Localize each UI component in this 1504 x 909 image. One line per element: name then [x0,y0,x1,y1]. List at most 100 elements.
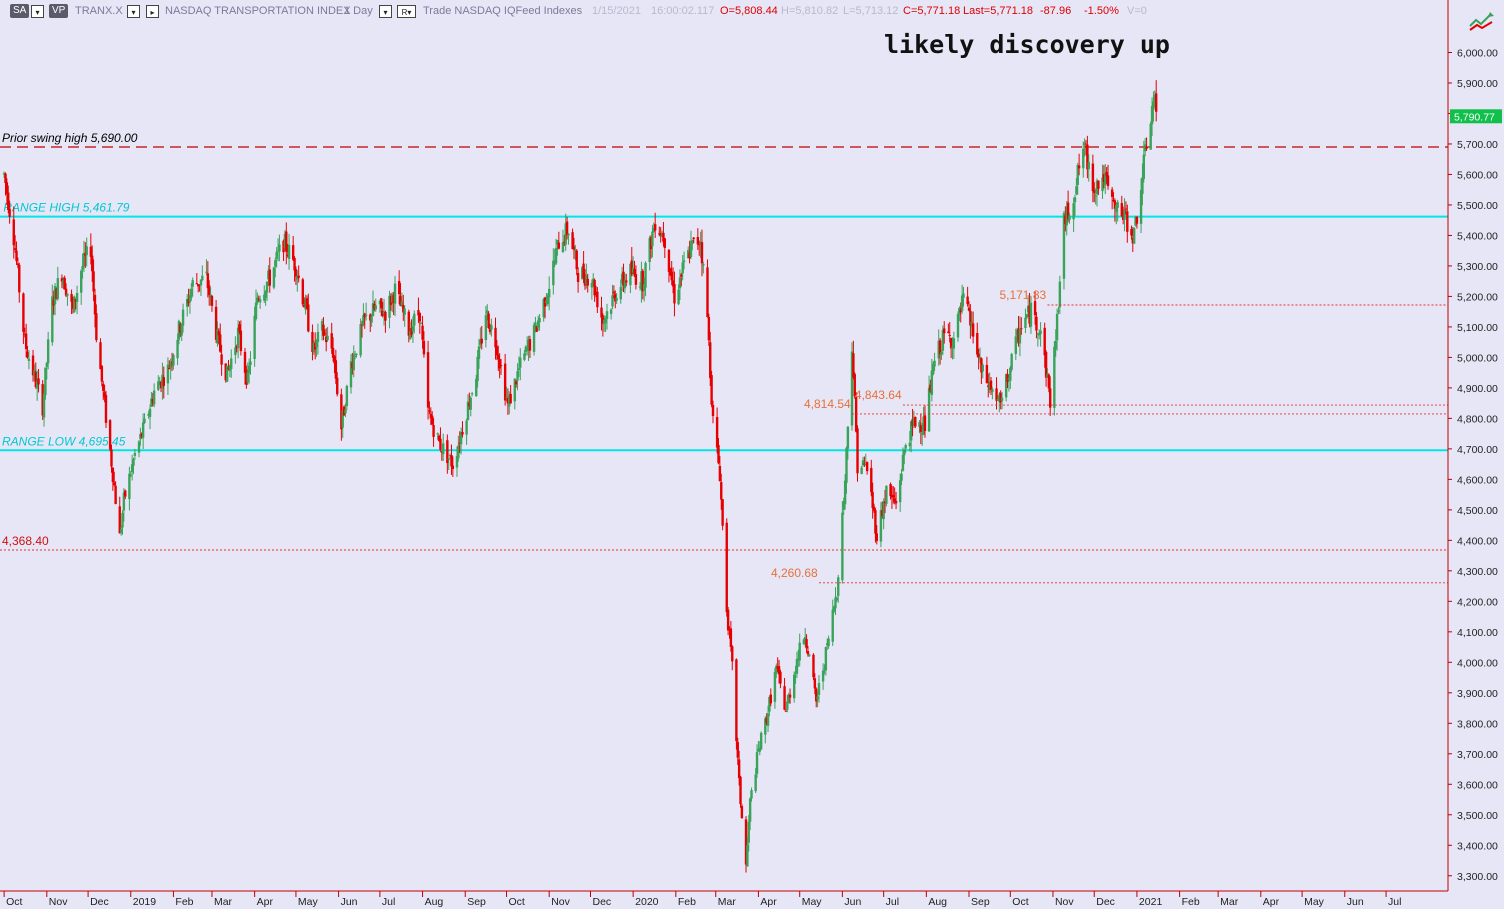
candle-body [853,373,856,397]
candle-body [629,263,632,286]
candle-body [834,597,837,609]
candle-body [1046,373,1049,378]
candle-body [1130,229,1133,236]
candle-body [476,356,479,382]
candle-body [488,325,492,332]
chart-tools-icon[interactable] [1468,12,1496,34]
candle-body [291,245,295,260]
candle-body [397,280,401,295]
candle-body [852,353,855,378]
x-tick-label: 2019 [133,896,157,908]
candle-body [919,425,923,433]
candle-body [516,371,519,381]
candle-body [137,441,141,453]
x-tick-label: 2021 [1139,896,1163,908]
candle-body [499,365,503,367]
candle-body [642,284,646,291]
candle-body [254,302,258,320]
candle-body [835,597,839,601]
sa-dropdown-icon[interactable]: ▾ [31,5,44,18]
change-pct-label: -1.50% [1084,5,1119,17]
candle-body [268,269,271,286]
candle-body [294,269,298,277]
x-tick-label: Feb [175,896,193,908]
x-tick-label: Nov [551,896,570,908]
candle-body [198,284,201,286]
candle-body [384,311,387,321]
candle-body [27,358,31,361]
candle-body [1076,164,1079,185]
candle-body [181,309,185,326]
candle-body [612,291,616,294]
symbol-menu-icon[interactable]: ▸ [146,5,159,18]
candle-body [239,330,243,352]
x-tick-label: Sep [971,896,990,908]
vp-button[interactable]: VP [49,4,69,18]
candle-body [649,237,653,250]
x-tick-label: Feb [1182,896,1200,908]
sa-button[interactable]: SA [10,4,30,18]
candle-body [1075,186,1078,195]
x-tick-label: Mar [1220,896,1239,908]
candle-body [981,365,984,372]
candle-body [614,294,617,302]
candle-body [783,686,786,710]
candle-body [217,331,221,336]
candle-body [658,233,661,235]
symbol-label[interactable]: TRANX.X [75,5,123,17]
candle-body [168,368,171,370]
y-tick-label: 5,400.00 [1457,230,1498,242]
candle-body [1084,146,1088,148]
interval-label[interactable]: 1 Day [344,5,373,17]
candle-body [630,260,633,275]
candle-body [205,271,208,273]
candle-body [465,420,468,435]
candle-body [468,403,471,407]
candle-body [429,413,433,419]
candle-body [498,359,501,369]
x-tick-label: Aug [425,896,444,908]
candle-body [590,282,594,288]
candle-body [1124,208,1128,210]
candle-body [1132,228,1136,244]
candle-body [293,257,296,271]
mode-button[interactable]: R▾ [397,5,416,18]
candle-body [1153,95,1157,104]
candle-body [56,278,60,299]
candle-body [373,303,376,310]
x-tick-label: Jun [341,896,358,908]
candle-body [952,338,956,349]
candle-body [728,629,731,631]
candle-body [735,659,738,742]
candle-body [15,250,18,262]
candle-body [1152,101,1155,110]
candle-body [92,271,95,292]
candle-body [85,246,88,256]
candle-body [702,263,705,266]
candle-body [408,330,412,340]
candle-body [487,313,490,329]
candle-body [948,334,951,336]
candle-body [23,333,26,335]
candle-body [929,384,932,392]
candle-body [285,231,288,252]
candle-body [400,301,404,307]
interval-dropdown-icon[interactable]: ▾ [379,5,392,18]
candle-body [860,467,863,474]
candle-body [970,322,973,327]
candle-body [956,314,960,338]
candle-body [821,670,825,682]
y-tick-label: 4,900.00 [1457,383,1498,395]
candle-body [305,298,309,309]
y-tick-label: 4,500.00 [1457,505,1498,517]
y-tick-label: 5,200.00 [1457,291,1498,303]
candle-body [180,324,183,336]
candle-body [344,409,347,414]
candle-body [100,365,104,382]
candle-body [391,294,394,303]
candle-body [190,288,193,298]
candle-body [699,241,702,245]
symbol-dropdown-icon[interactable]: ▾ [127,5,140,18]
candle-body [1044,351,1048,378]
